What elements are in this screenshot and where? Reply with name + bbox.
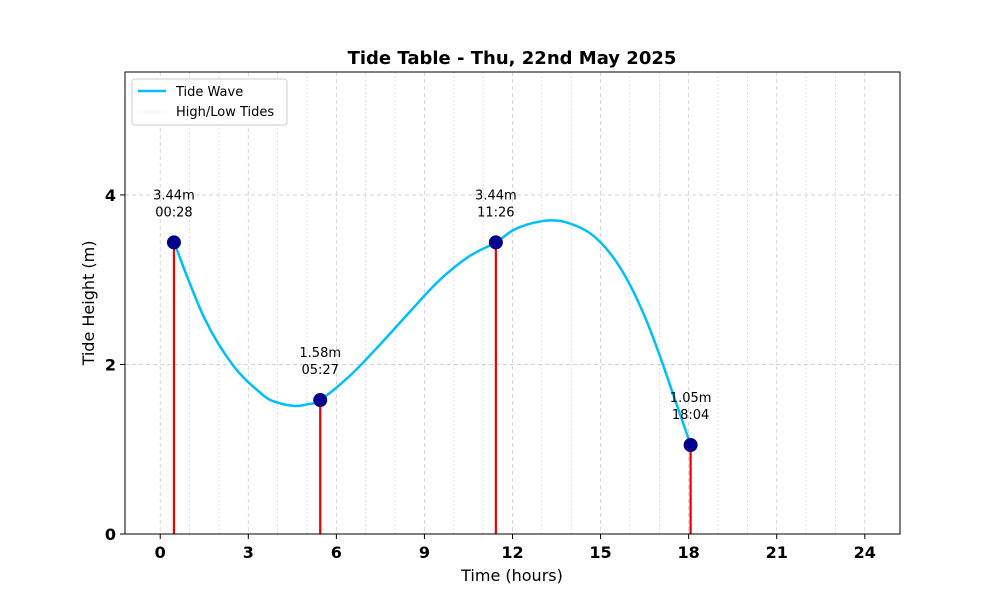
x-axis-ticks: 0 3 6 9 12 15 18 21 24 (155, 534, 876, 562)
tide-height-label: 1.58m (299, 346, 341, 361)
x-tick-label: 18 (678, 543, 700, 562)
tide-height-label: 3.44m (153, 188, 195, 203)
tide-height-label: 3.44m (475, 188, 517, 203)
x-tick-label: 15 (589, 543, 611, 562)
tide-time-label: 05:27 (301, 363, 338, 378)
x-tick-label: 24 (854, 543, 876, 562)
x-tick-label: 3 (243, 543, 254, 562)
y-axis-label: Tide Height (m) (79, 241, 98, 367)
chart-title: Tide Table - Thu, 22nd May 2025 (348, 48, 677, 69)
tide-marker (166, 235, 181, 250)
x-axis-label: Time (hours) (460, 566, 563, 585)
tide-marker (313, 393, 328, 408)
x-tick-label: 0 (155, 543, 166, 562)
x-tick-label: 21 (766, 543, 788, 562)
plot-area: 3.44m 00:28 1.58m 05:27 3.44m 11:26 1.05m 18:04 (153, 188, 711, 534)
legend-label-high-low-tides: High/Low Tides (176, 105, 274, 120)
y-tick-label: 4 (105, 186, 116, 205)
x-tick-label: 9 (419, 543, 430, 562)
tide-height-label: 1.05m (670, 391, 712, 406)
y-tick-label: 0 (105, 525, 116, 544)
tide-wave-line (172, 219, 692, 446)
tide-time-label: 18:04 (672, 408, 709, 423)
x-tick-label: 6 (331, 543, 342, 562)
legend-box (131, 78, 288, 126)
y-tick-label: 2 (105, 355, 116, 374)
legend-label-tide-wave: Tide Wave (175, 85, 243, 100)
y-axis-ticks: 0 2 4 (105, 186, 125, 544)
grid-lines (125, 72, 900, 535)
legend: Tide Wave High/Low Tides (131, 78, 288, 126)
tide-marker (683, 437, 698, 452)
tide-time-label: 11:26 (477, 205, 514, 220)
tide-marker (488, 235, 503, 250)
tide-time-label: 00:28 (155, 205, 192, 220)
x-tick-label: 12 (501, 543, 523, 562)
